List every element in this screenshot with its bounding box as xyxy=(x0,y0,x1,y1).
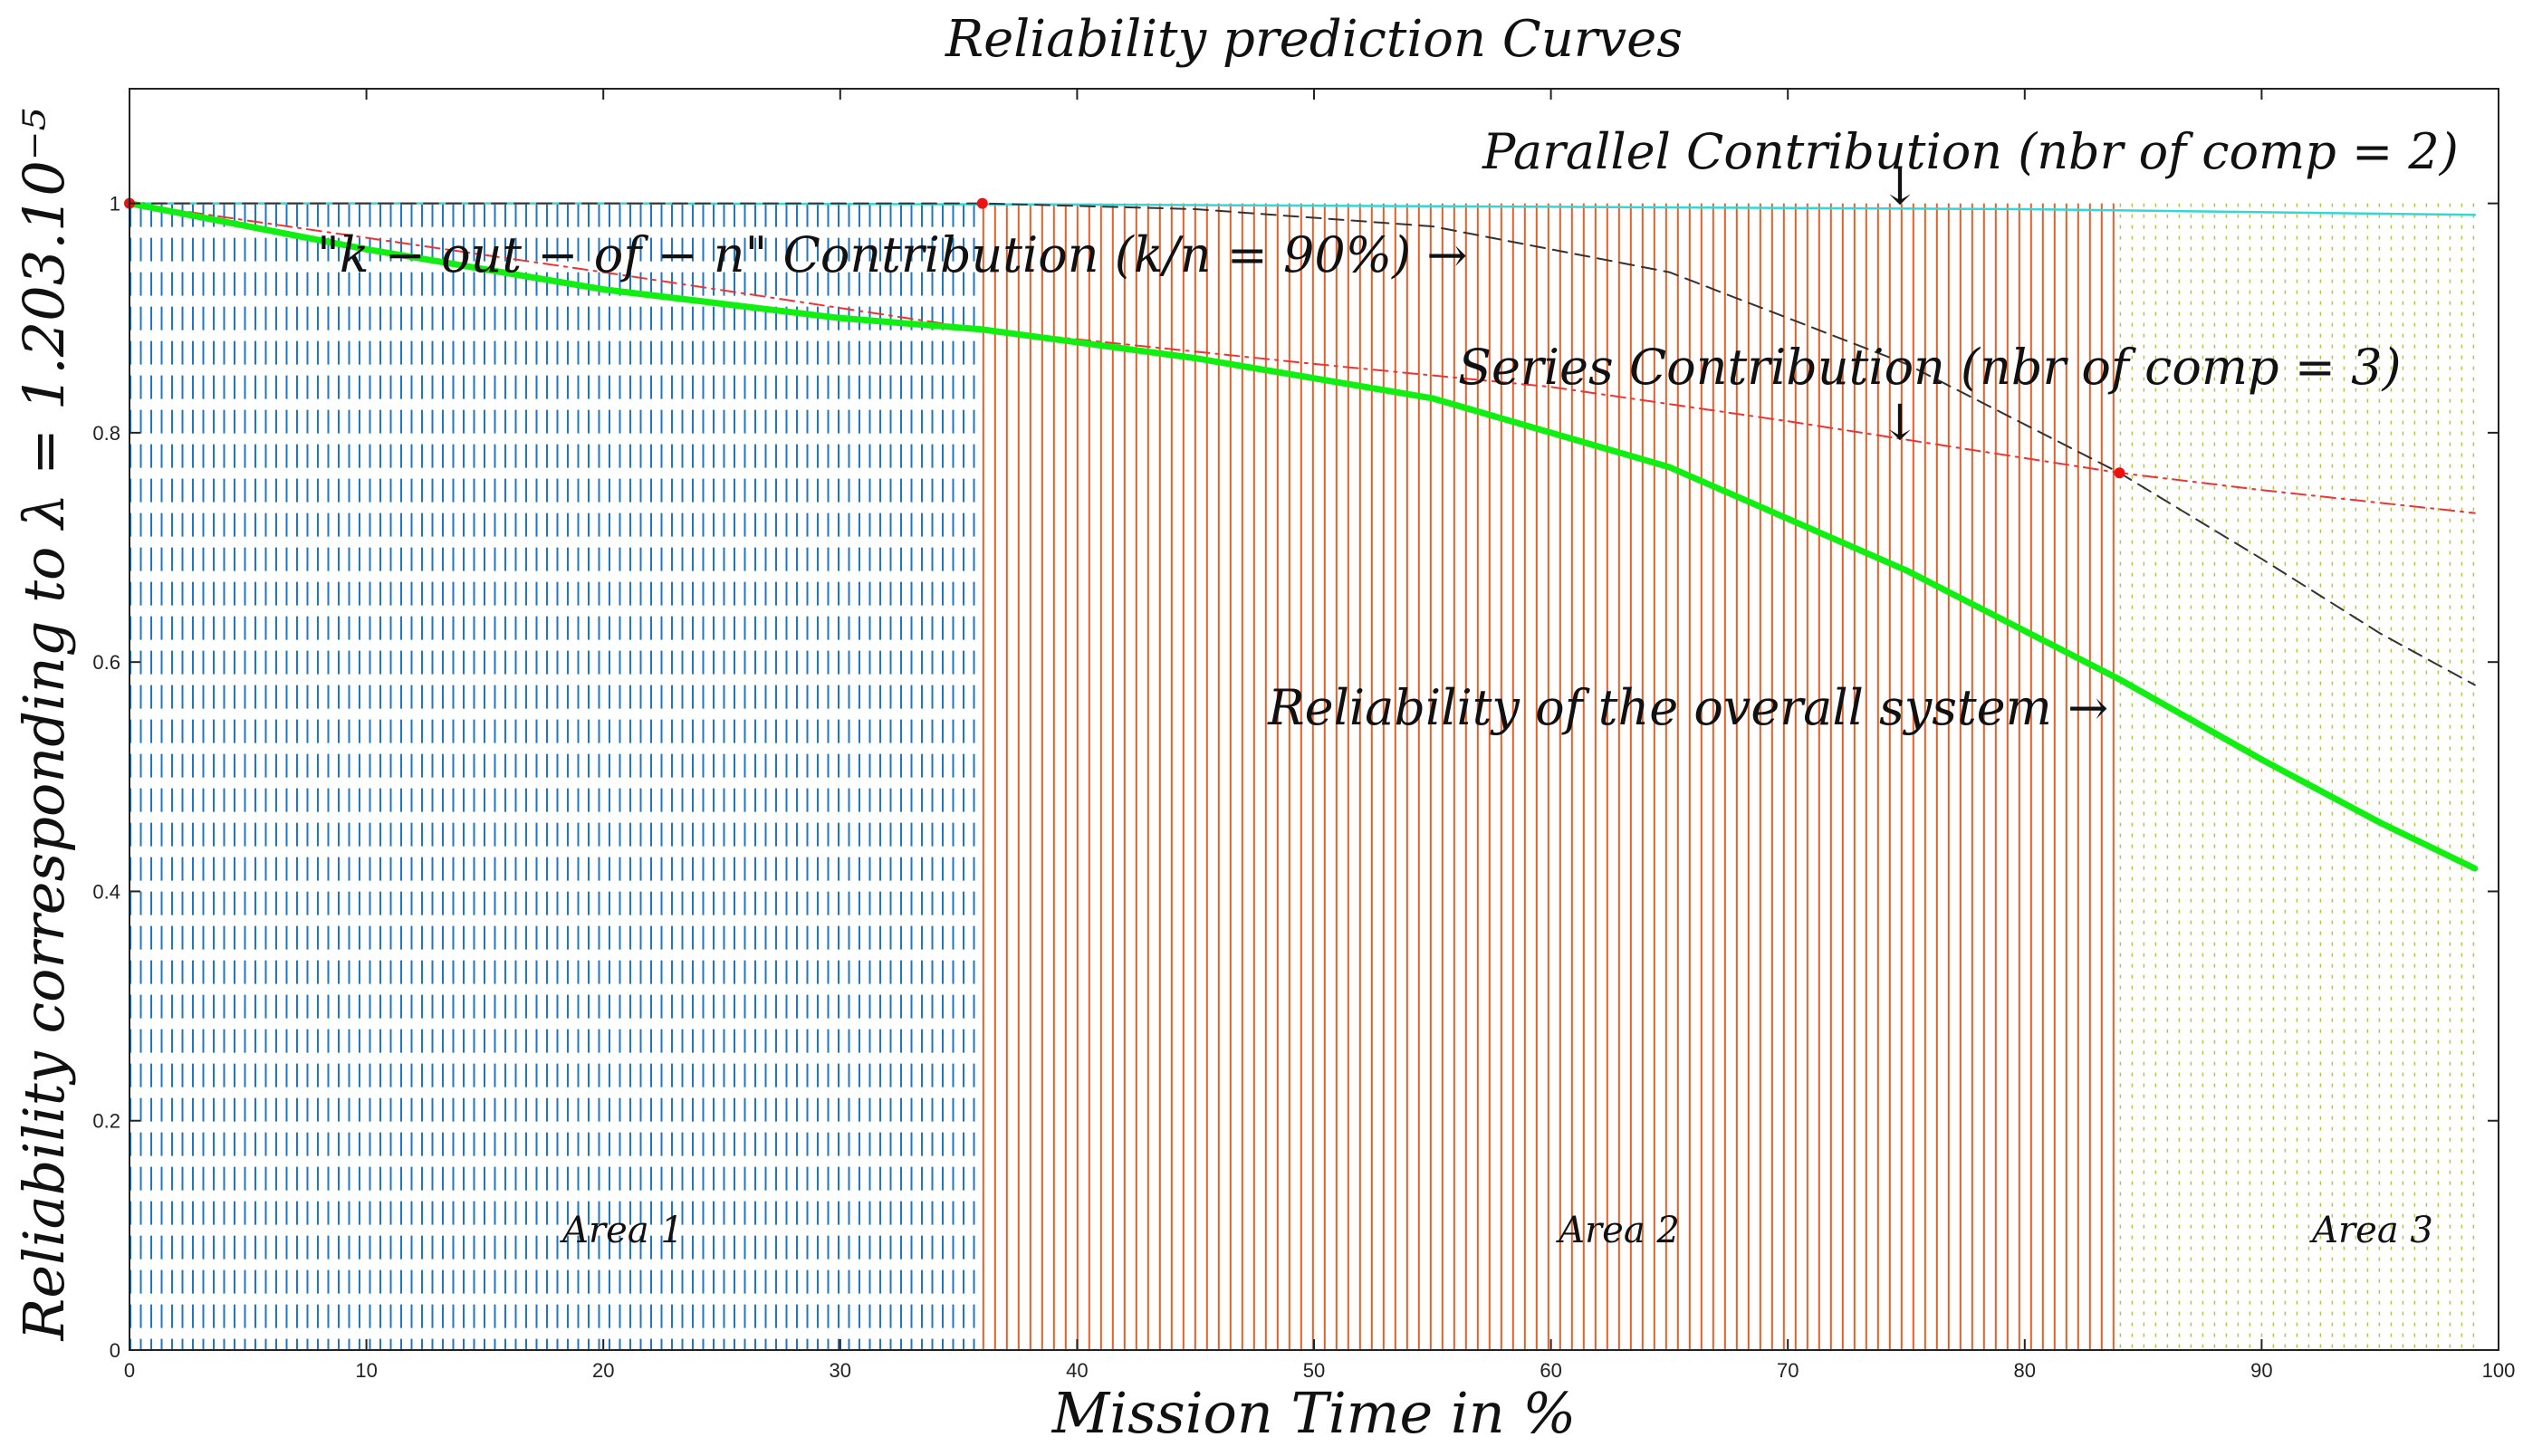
chart-title: Reliability prediction Curves xyxy=(945,10,1683,69)
y-axis-label: Reliability corresponding to λ = 1.203.1… xyxy=(11,108,77,1341)
annotation-parallel: Parallel Contribution (nbr of comp = 2) … xyxy=(1482,123,2459,216)
point-marker xyxy=(976,197,988,209)
x-tick-label: 20 xyxy=(592,1359,614,1382)
series-line-k-out-of-n-contribution xyxy=(129,202,2476,686)
x-tick-label: 40 xyxy=(1066,1359,1088,1382)
y-tick-label: 0 xyxy=(110,1339,120,1362)
y-tick-label: 1 xyxy=(110,193,120,216)
x-tick-label: 60 xyxy=(1540,1359,1561,1382)
x-axis-label: Mission Time in % xyxy=(1051,1380,1577,1446)
x-tick-label: 30 xyxy=(830,1359,851,1382)
x-tick-label: 100 xyxy=(2482,1359,2516,1382)
y-tick-label: 0.2 xyxy=(92,1110,120,1133)
y-tick-label: 0.6 xyxy=(92,651,120,674)
area-fills xyxy=(130,203,2475,1350)
annotation-kofn: "k − out − of − n" Contribution (k/n = 9… xyxy=(317,226,1468,283)
series-line-reliability-of-the-overall-system xyxy=(126,200,2479,872)
series-lines xyxy=(126,200,2479,872)
annotation-series-text: Series Contribution (nbr of comp = 3) xyxy=(1458,339,2402,396)
y-tick-label: 0.8 xyxy=(92,422,120,445)
annotation-overall: Reliability of the overall system → xyxy=(1267,679,2108,736)
x-tick-label: 90 xyxy=(2250,1359,2272,1382)
area-labels: Area 1 Area 2 Area 3 xyxy=(559,1210,2433,1251)
series-line-series-contribution xyxy=(129,202,2476,514)
area-1-label: Area 1 xyxy=(559,1210,684,1251)
area-2-label: Area 2 xyxy=(1555,1210,1680,1251)
annotation-series-arrow: ↓ xyxy=(1879,394,1920,451)
axis-ticks: 0 10 20 30 40 50 60 70 80 90 100 0 0.2 0.4 0.6 0.8 1 xyxy=(92,89,2515,1382)
x-tick-label: 70 xyxy=(1777,1359,1799,1382)
area-1-hatching xyxy=(130,203,975,1350)
area-2-hatching xyxy=(982,203,2115,1350)
annotation-overall-text: Reliability of the overall system → xyxy=(1267,679,2108,736)
annotation-series: Series Contribution (nbr of comp = 3) ↓ xyxy=(1458,339,2402,451)
x-tick-label: 10 xyxy=(355,1359,377,1382)
x-tick-label: 50 xyxy=(1303,1359,1325,1382)
area-3-label: Area 3 xyxy=(2308,1210,2433,1251)
x-tick-label: 0 xyxy=(124,1359,135,1382)
x-tick-label: 80 xyxy=(2014,1359,2036,1382)
annotation-kofn-text: "k − out − of − n" Contribution (k/n = 9… xyxy=(317,226,1468,283)
annotation-parallel-arrow: ↓ xyxy=(1879,158,1920,216)
annotation-parallel-text: Parallel Contribution (nbr of comp = 2) xyxy=(1482,123,2459,180)
point-marker xyxy=(2114,467,2125,479)
y-tick-label: 0.4 xyxy=(92,880,120,903)
